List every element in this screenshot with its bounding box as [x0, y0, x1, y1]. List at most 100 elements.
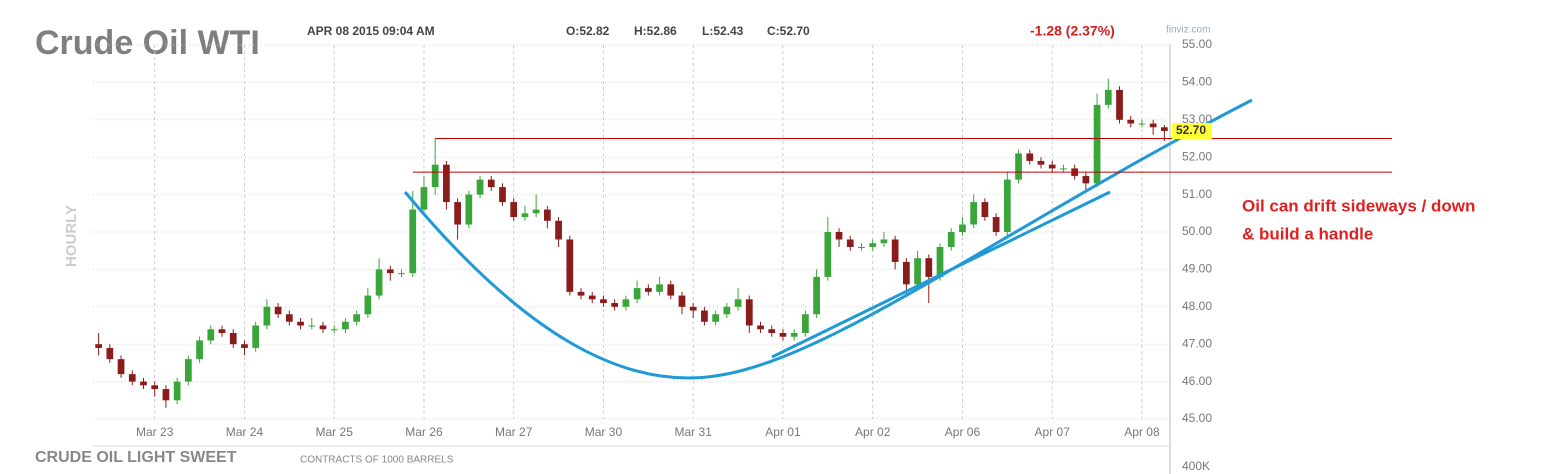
candle-body	[588, 295, 596, 300]
candle-body	[1037, 160, 1045, 165]
candle-body	[521, 213, 529, 218]
candle-body	[117, 359, 125, 375]
candle-body	[128, 374, 136, 382]
candle-body	[319, 325, 327, 330]
candle-body	[1161, 127, 1168, 132]
candle-body	[611, 303, 619, 307]
candle-body	[701, 310, 708, 322]
candle-body	[476, 179, 484, 195]
y-tick-label: 45.00	[1182, 411, 1212, 425]
cup-annotation	[403, 98, 1253, 380]
x-tick-label: Apr 06	[945, 425, 981, 439]
y-tick-label: 52.00	[1182, 149, 1212, 163]
candle-body	[947, 232, 955, 247]
candle-body	[285, 314, 293, 322]
candle-body	[353, 314, 361, 322]
candle-body	[622, 299, 630, 307]
candle-body	[443, 164, 450, 203]
candle-body	[207, 329, 215, 341]
candle-body	[1093, 104, 1101, 184]
y-tick-label: 46.00	[1182, 374, 1212, 388]
candle-body	[745, 299, 753, 326]
timestamp: APR 08 2015 09:04 AM	[307, 24, 435, 38]
candle-body	[431, 164, 439, 188]
candle-body	[106, 347, 114, 360]
candle-body	[162, 389, 170, 401]
last-price-box	[1172, 123, 1212, 140]
candle-body	[330, 329, 338, 331]
candle-body	[465, 194, 473, 225]
x-tick-label: Apr 07	[1035, 425, 1071, 439]
candle-body	[734, 299, 742, 307]
candle-body	[342, 321, 349, 330]
candle-body	[252, 325, 260, 348]
ohlc-low: L:52.43	[702, 24, 744, 38]
candle-body	[409, 209, 417, 274]
last-price-label: 52.70	[1176, 123, 1206, 137]
candle-body	[364, 295, 372, 315]
candle-body	[970, 202, 978, 225]
candle-body	[1003, 179, 1011, 232]
candle-body	[1026, 153, 1034, 161]
candle-body	[218, 329, 226, 333]
y-tick-label: 49.00	[1182, 262, 1212, 276]
candle-body	[768, 329, 776, 333]
candle-body	[151, 385, 159, 390]
candle-body	[667, 284, 675, 296]
candle-body	[532, 209, 540, 214]
y-tick-label: 51.00	[1182, 187, 1212, 201]
x-tick-label: Apr 02	[855, 425, 891, 439]
candle-body	[992, 217, 1000, 232]
candle-body	[454, 202, 461, 225]
candle-body	[398, 273, 405, 275]
candle-body	[678, 295, 686, 307]
candle-body	[925, 258, 933, 277]
candle-body	[790, 332, 798, 337]
candle-body	[386, 269, 394, 274]
candle-body	[869, 243, 877, 247]
x-tick-label: Mar 23	[136, 425, 174, 439]
x-tick-label: Mar 25	[316, 425, 354, 439]
x-tick-label: Mar 24	[226, 425, 264, 439]
candle-body	[140, 381, 147, 386]
chart-title: Crude Oil WTI	[35, 24, 260, 62]
candle-body	[1015, 153, 1022, 180]
candle-body	[914, 258, 921, 285]
candle-body	[633, 288, 641, 300]
y-tick-label: 55.00	[1182, 37, 1212, 51]
units: CONTRACTS OF 1000 BARRELS	[300, 455, 454, 466]
candle-body	[779, 332, 787, 337]
y-tick-label: 50.00	[1182, 224, 1212, 238]
candle-body	[644, 288, 652, 292]
plot: 45.00 46.00 47.00 48.00 49.00 50.00 51.00 52.00…	[93, 37, 1212, 439]
candle-body	[420, 187, 428, 210]
candle-body	[487, 179, 495, 188]
annotation-text: Oil can drift sideways / down	[1242, 196, 1475, 215]
x-tick-label: Mar 30	[585, 425, 623, 439]
ohlc-open: O:52.82	[566, 24, 610, 38]
candle-body	[959, 224, 966, 232]
candle-body	[802, 314, 809, 333]
ohlc-close: C:52.70	[767, 24, 810, 38]
candle-body	[656, 284, 663, 292]
candle-body	[566, 239, 574, 292]
source: finviz.com	[1166, 25, 1210, 36]
candle-body	[1149, 123, 1157, 128]
candle-body	[981, 202, 989, 218]
candle-body	[835, 232, 843, 240]
candle-body	[689, 306, 697, 311]
candle-body	[600, 299, 607, 304]
candle-body	[297, 321, 304, 326]
candle-body	[936, 246, 944, 277]
candle-body	[1082, 175, 1090, 184]
period-label: HOURLY	[63, 205, 80, 267]
candle-body	[510, 202, 518, 218]
instrument: CRUDE OIL LIGHT SWEET	[35, 449, 237, 466]
candle-body	[902, 261, 910, 285]
candle-body	[229, 332, 237, 345]
candle-body	[499, 187, 506, 203]
change: -1.28 (2.37%)	[1030, 23, 1115, 39]
x-tick-label: Apr 01	[765, 425, 801, 439]
candle-body	[184, 359, 192, 382]
candle-body	[308, 325, 316, 327]
